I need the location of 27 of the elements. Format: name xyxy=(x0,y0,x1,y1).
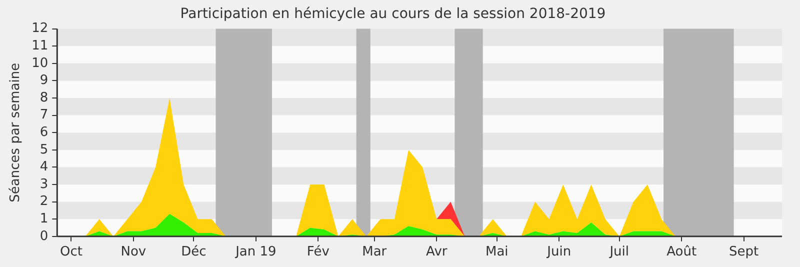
y-tick-label: 7 xyxy=(40,108,48,123)
x-tick-label: Mar xyxy=(362,244,388,260)
chart-title: Participation en hémicycle au cours de la session 2018-2019 xyxy=(180,6,606,22)
y-tick-label: 4 xyxy=(40,160,48,175)
y-tick-label: 8 xyxy=(40,90,48,106)
x-tick-label: Sept xyxy=(729,244,759,260)
y-tick-label: 0 xyxy=(40,228,48,244)
y-tick-label: 12 xyxy=(32,21,48,36)
y-tick-label: 3 xyxy=(40,176,48,192)
x-tick-label: Déc xyxy=(181,244,206,260)
y-axis-title: Séances par semaine xyxy=(8,62,24,202)
x-tick-label: Nov xyxy=(120,244,146,260)
y-tick-label: 9 xyxy=(40,73,48,88)
x-tick-label: Juil xyxy=(608,244,630,260)
y-tick-label: 1 xyxy=(40,211,48,226)
y-tick-label: 11 xyxy=(32,38,48,54)
x-tick-label: Fév xyxy=(306,244,330,260)
y-tick-label: 2 xyxy=(40,194,48,210)
y-tick-label: 6 xyxy=(40,124,48,140)
x-tick-label: Mai xyxy=(485,244,508,260)
y-tick-label: 5 xyxy=(40,142,48,158)
x-tick-label: Août xyxy=(666,244,697,260)
y-tick-label: 10 xyxy=(32,56,48,71)
x-tick-label: Avr xyxy=(426,244,448,260)
x-tick-label: Oct xyxy=(60,244,82,260)
x-tick-label: Jan 19 xyxy=(234,244,276,260)
x-tick-label: Juin xyxy=(546,244,572,260)
